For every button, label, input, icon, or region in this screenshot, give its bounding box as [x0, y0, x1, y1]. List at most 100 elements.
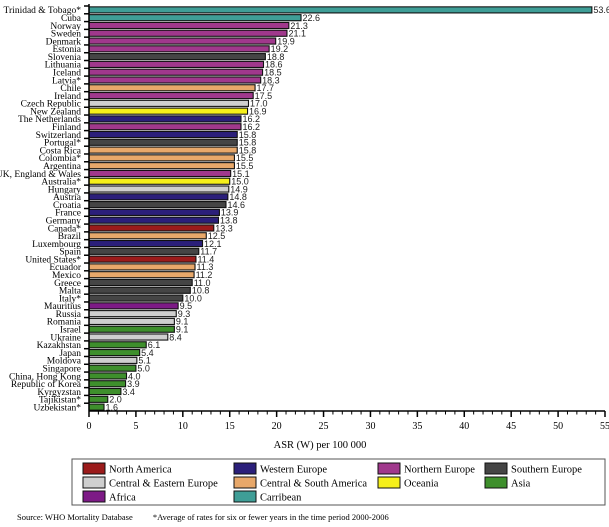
bar: [88, 21, 290, 30]
legend-swatch: [233, 476, 257, 489]
bar: [88, 255, 197, 263]
value-label: 21.3: [290, 21, 308, 31]
bar: [88, 403, 105, 411]
category-label: Israel: [60, 326, 81, 336]
legend-label: North America: [109, 465, 172, 476]
value-label: 11.0: [194, 278, 211, 288]
category-label: Malta: [59, 287, 82, 297]
category-label: Japan: [59, 349, 81, 359]
value-label: 17.0: [250, 99, 268, 109]
x-tick-label: 25: [319, 421, 329, 432]
x-tick-label: 20: [272, 421, 282, 432]
value-label: 1.6: [106, 402, 119, 412]
value-label: 2.0: [109, 395, 122, 405]
value-label: 12.5: [208, 231, 226, 241]
legend-label: Southern Europe: [511, 465, 582, 476]
category-label: Kyrgyzstan: [37, 388, 81, 398]
category-label: Trinidad & Tobago*: [4, 6, 82, 16]
value-label: 13.8: [220, 215, 238, 225]
value-label: 14.9: [230, 184, 248, 194]
value-label: 16.9: [249, 106, 267, 116]
bar: [88, 271, 195, 279]
value-label: 53.6: [593, 5, 609, 15]
category-label: Argentina: [43, 162, 82, 172]
value-label: 10.0: [184, 293, 202, 303]
legend-label: Western Europe: [260, 465, 327, 476]
value-label: 11.7: [200, 247, 217, 257]
category-label: New Zealand: [30, 107, 81, 117]
source-note: Source: WHO Mortality Database: [17, 512, 133, 522]
legend-label: Central & South America: [260, 479, 367, 490]
value-label: 5.0: [137, 363, 150, 373]
category-label: China, Hong Kong: [9, 372, 81, 382]
legend-swatch: [484, 476, 508, 489]
bar: [88, 201, 227, 209]
bar: [88, 302, 179, 310]
value-label: 15.5: [236, 161, 254, 171]
legend-swatch: [377, 476, 401, 489]
category-label: Estonia: [53, 45, 82, 55]
value-label: 16.2: [242, 122, 260, 132]
value-label: 11.4: [197, 254, 214, 264]
category-label: Spain: [59, 248, 81, 258]
category-label: Uzbekistan*: [34, 403, 82, 413]
bar: [88, 162, 235, 170]
footer: Source: WHO Mortality Database *Average …: [17, 512, 407, 522]
category-label: Norway: [50, 22, 81, 32]
bar: [88, 177, 231, 185]
category-label: Ireland: [54, 92, 81, 102]
axes: 0 5 10 15 20 25 30 35 40 45 50 55: [84, 4, 609, 432]
value-label: 16.2: [242, 114, 260, 124]
category-label: Kazakhstan: [37, 341, 82, 351]
value-label: 15.1: [232, 169, 250, 179]
bar: [88, 146, 238, 154]
value-label: 4.0: [128, 371, 141, 381]
legend-swatch: [233, 462, 257, 475]
bar: [88, 348, 141, 357]
bar: [88, 294, 184, 302]
legend-label: Central & Eastern Europe: [109, 479, 218, 490]
category-label: Denmark: [46, 37, 82, 47]
value-label: 5.1: [138, 356, 151, 366]
bar: [88, 341, 147, 349]
value-label: 14.8: [229, 192, 247, 202]
bar: [88, 154, 235, 162]
category-label: Iceland: [53, 69, 81, 79]
value-label: 19.9: [277, 36, 295, 46]
value-label: 9.1: [176, 325, 189, 335]
value-label: 12.1: [204, 239, 222, 249]
category-label: Lithuania: [45, 61, 82, 71]
bar: [88, 185, 230, 193]
bar: [88, 53, 266, 61]
x-tick-label: 0: [87, 421, 92, 432]
x-tick-label: 35: [412, 421, 422, 432]
x-tick-label: 50: [553, 421, 563, 432]
category-label: Tajikistan*: [39, 396, 81, 406]
legend-label: Oceania: [404, 479, 439, 490]
category-label: Austria: [53, 193, 82, 203]
category-label: Germany: [46, 216, 82, 226]
bar: [88, 356, 138, 364]
category-label: Mauritius: [44, 302, 81, 312]
category-label: France: [55, 209, 81, 219]
bar: [88, 138, 238, 146]
bar: [88, 239, 204, 248]
legend-label: Carribean: [260, 493, 302, 504]
bar: [88, 325, 175, 333]
value-label: 3.9: [127, 379, 140, 389]
bar: [88, 380, 127, 388]
legend-swatch: [82, 476, 106, 489]
bar: [88, 216, 220, 224]
bar: [88, 286, 191, 294]
category-label: The Netherlands: [18, 115, 81, 125]
bar: [88, 84, 256, 92]
value-label: 18.3: [262, 75, 280, 85]
value-label: 9.3: [178, 309, 191, 319]
legend-swatch: [484, 462, 508, 475]
value-label: 22.6: [303, 13, 321, 23]
x-tick-label: 5: [133, 421, 138, 432]
category-label: Slovenia: [48, 53, 82, 63]
category-label: Switzerland: [36, 131, 82, 141]
value-label: 15.0: [231, 177, 249, 187]
legend: North America Western Europe Northern Euro…: [71, 458, 606, 506]
